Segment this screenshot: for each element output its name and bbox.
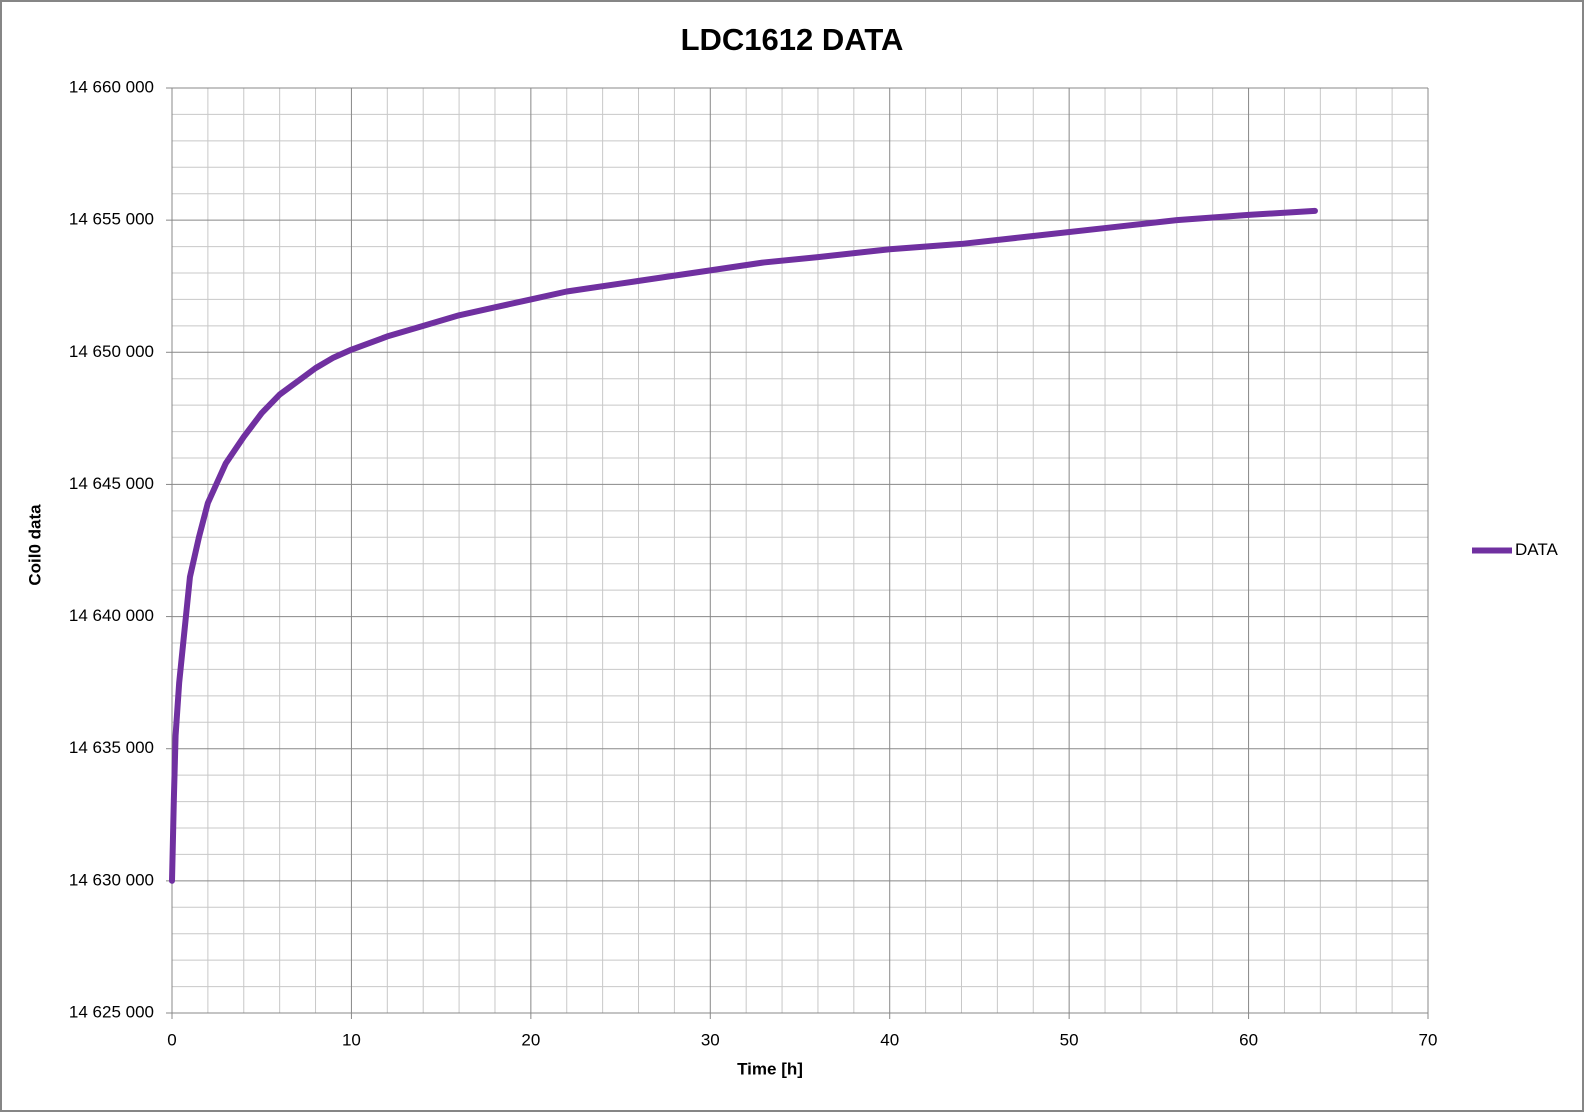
- y-tick-label: 14 655 000: [69, 210, 154, 229]
- y-tick-label: 14 625 000: [69, 1002, 154, 1021]
- y-tick-label: 14 635 000: [69, 738, 154, 757]
- x-tick-label: 10: [342, 1030, 361, 1049]
- y-tick-label: 14 630 000: [69, 870, 154, 889]
- y-tick-label: 14 660 000: [69, 77, 154, 96]
- x-axis-label: Time [h]: [737, 1059, 803, 1078]
- y-tick-label: 14 650 000: [69, 342, 154, 361]
- legend-label: DATA: [1515, 540, 1558, 559]
- x-tick-label: 70: [1419, 1030, 1438, 1049]
- chart-title: LDC1612 DATA: [681, 22, 904, 57]
- y-axis-label: Coil0 data: [25, 504, 44, 586]
- x-tick-label: 0: [167, 1030, 176, 1049]
- x-tick-label: 30: [701, 1030, 720, 1049]
- y-tick-label: 14 645 000: [69, 474, 154, 493]
- x-tick-label: 50: [1060, 1030, 1079, 1049]
- plot-area: [172, 88, 1428, 1013]
- x-tick-label: 20: [521, 1030, 540, 1049]
- y-tick-label: 14 640 000: [69, 606, 154, 625]
- data-line: [169, 207, 1318, 884]
- x-tick-label: 40: [880, 1030, 899, 1049]
- x-tick-label: 60: [1239, 1030, 1258, 1049]
